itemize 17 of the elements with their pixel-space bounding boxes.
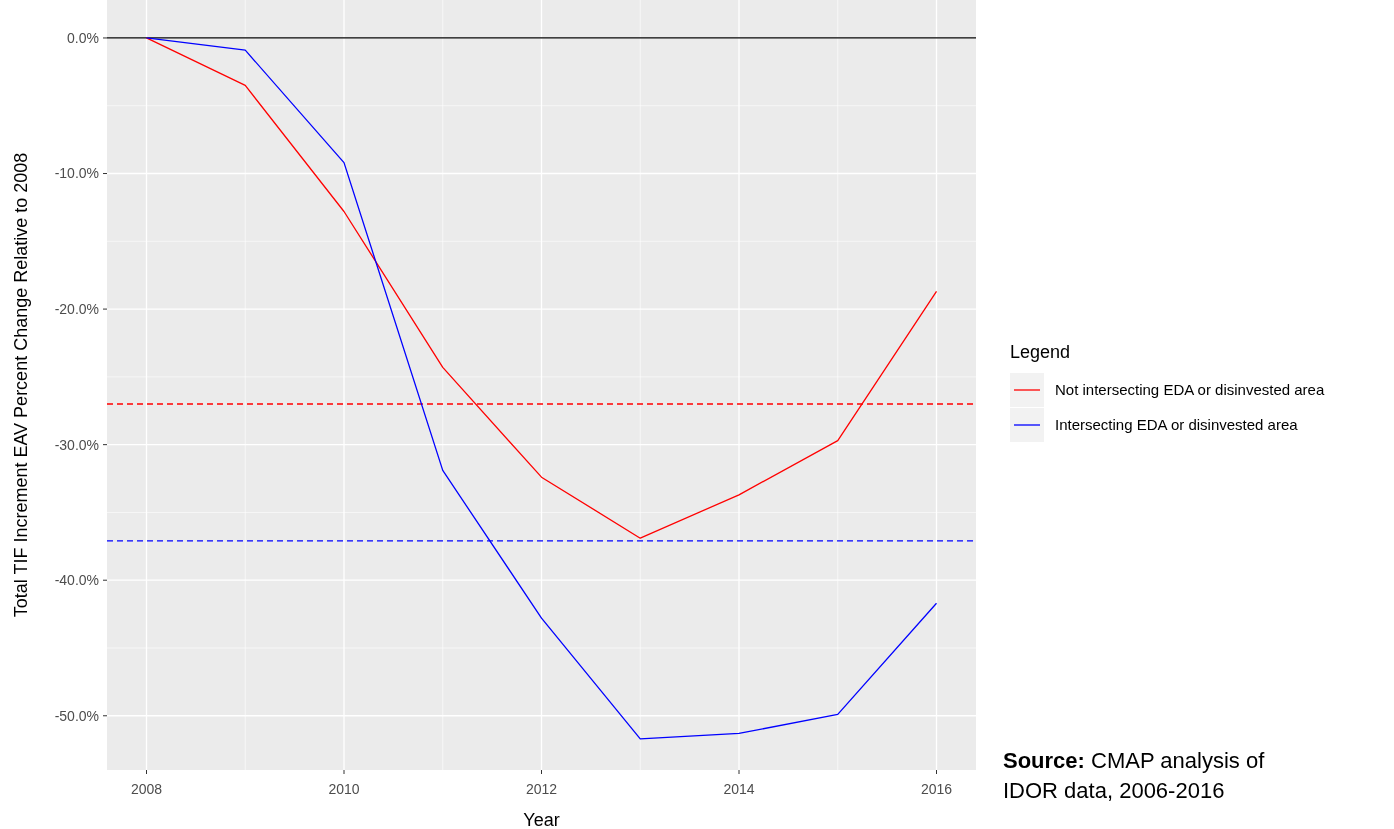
x-tick-label: 2012 — [525, 781, 558, 797]
x-axis-title: Year — [523, 810, 560, 829]
y-tick-label: -20.0% — [54, 300, 99, 317]
x-tick-label: 2008 — [130, 781, 163, 797]
y-tick-label: -40.0% — [54, 572, 99, 589]
y-tick-label: -30.0% — [54, 436, 99, 453]
legend-title: Legend — [1010, 342, 1071, 362]
x-tick-label: 2010 — [328, 781, 360, 797]
legend-label: Not intersecting EDA or disinvested area — [1055, 381, 1325, 399]
y-tick-label: -50.0% — [54, 707, 99, 724]
legend-label: Intersecting EDA or disinvested area — [1055, 416, 1299, 434]
y-tick-label: 0.0% — [67, 29, 99, 46]
x-tick-label: 2014 — [723, 781, 755, 797]
x-tick-label: 2016 — [920, 781, 953, 797]
y-tick-label: -10.0% — [54, 165, 99, 182]
y-axis-title: Total TIF Increment EAV Percent Change Relative to 2008 — [11, 152, 31, 618]
source-note: Source: CMAP analysis of IDOR data, 2006-2016 — [1003, 748, 1266, 803]
